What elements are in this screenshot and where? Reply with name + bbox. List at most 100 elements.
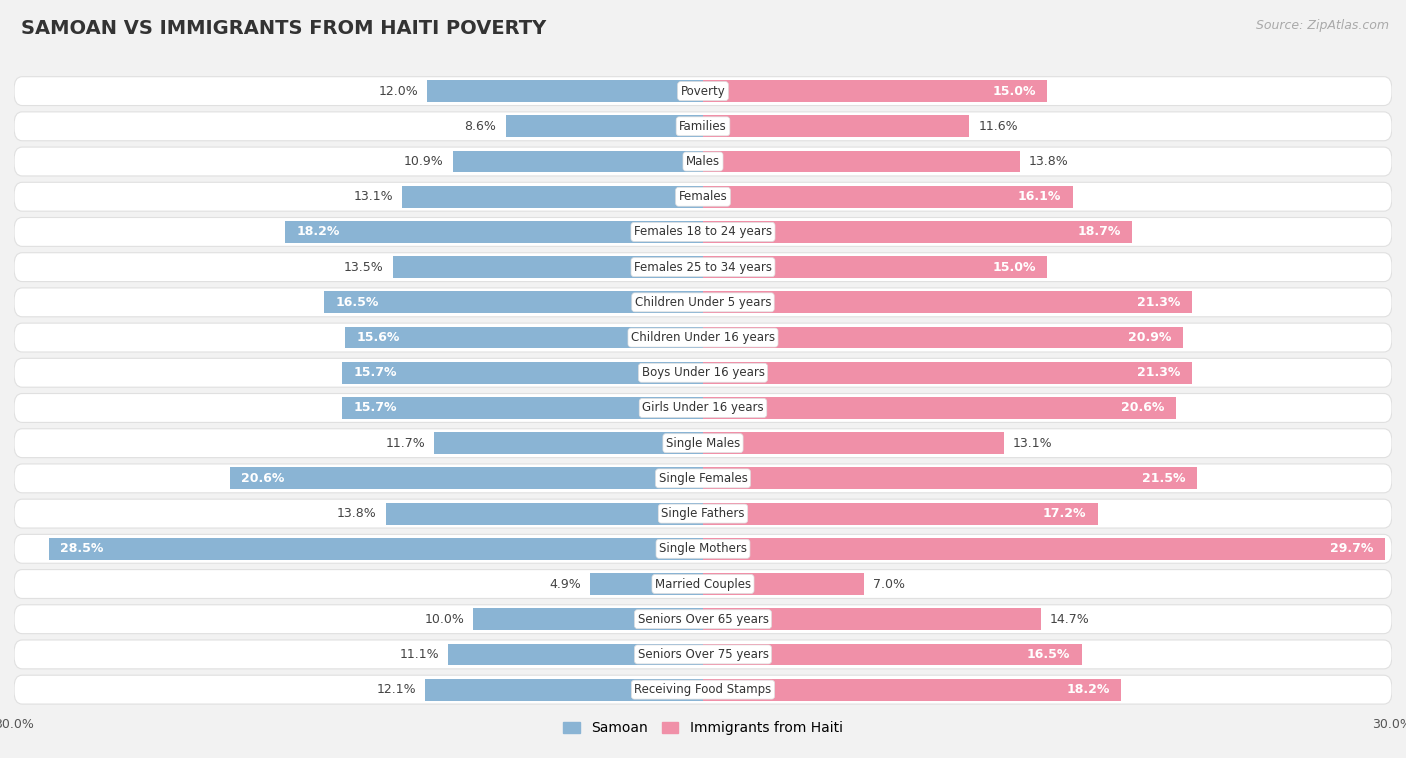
Text: 18.2%: 18.2% [297, 225, 340, 239]
Text: 8.6%: 8.6% [464, 120, 496, 133]
Legend: Samoan, Immigrants from Haiti: Samoan, Immigrants from Haiti [558, 716, 848, 741]
Text: 15.7%: 15.7% [354, 366, 398, 379]
Bar [449, 644, 703, 666]
Bar [703, 256, 1047, 278]
FancyBboxPatch shape [14, 464, 1392, 493]
Text: Source: ZipAtlas.com: Source: ZipAtlas.com [1256, 19, 1389, 32]
Text: 10.0%: 10.0% [425, 612, 464, 625]
Text: Males: Males [686, 155, 720, 168]
Text: SAMOAN VS IMMIGRANTS FROM HAITI POVERTY: SAMOAN VS IMMIGRANTS FROM HAITI POVERTY [21, 19, 547, 38]
Text: 13.1%: 13.1% [353, 190, 392, 203]
Text: 21.3%: 21.3% [1137, 366, 1181, 379]
Bar [703, 573, 863, 595]
Text: 7.0%: 7.0% [873, 578, 905, 590]
Text: Females: Females [679, 190, 727, 203]
FancyBboxPatch shape [14, 429, 1392, 458]
FancyBboxPatch shape [14, 393, 1392, 422]
FancyBboxPatch shape [14, 640, 1392, 669]
Bar [703, 432, 1004, 454]
Text: 20.6%: 20.6% [242, 472, 285, 485]
Text: 13.8%: 13.8% [337, 507, 377, 520]
Text: 20.9%: 20.9% [1128, 331, 1171, 344]
FancyBboxPatch shape [14, 569, 1392, 599]
Text: 18.2%: 18.2% [1066, 683, 1109, 696]
Bar [703, 538, 1385, 559]
Bar [344, 327, 703, 349]
Bar [392, 256, 703, 278]
Text: 17.2%: 17.2% [1043, 507, 1087, 520]
FancyBboxPatch shape [14, 359, 1392, 387]
Text: 4.9%: 4.9% [550, 578, 581, 590]
Text: 15.6%: 15.6% [356, 331, 399, 344]
Text: Females 18 to 24 years: Females 18 to 24 years [634, 225, 772, 239]
Text: Single Mothers: Single Mothers [659, 542, 747, 556]
Bar [285, 221, 703, 243]
Text: 21.5%: 21.5% [1142, 472, 1185, 485]
Bar [591, 573, 703, 595]
Text: 11.7%: 11.7% [385, 437, 425, 449]
FancyBboxPatch shape [14, 147, 1392, 176]
Text: Poverty: Poverty [681, 85, 725, 98]
Bar [703, 327, 1182, 349]
FancyBboxPatch shape [14, 182, 1392, 211]
Text: Children Under 5 years: Children Under 5 years [634, 296, 772, 309]
Bar [703, 151, 1019, 172]
FancyBboxPatch shape [14, 323, 1392, 352]
FancyBboxPatch shape [14, 605, 1392, 634]
Bar [453, 151, 703, 172]
Text: 13.5%: 13.5% [344, 261, 384, 274]
Bar [506, 115, 703, 137]
Text: Single Males: Single Males [666, 437, 740, 449]
Bar [323, 291, 703, 313]
Bar [48, 538, 703, 559]
Text: 13.1%: 13.1% [1012, 437, 1053, 449]
Bar [703, 221, 1132, 243]
Text: 16.5%: 16.5% [1026, 648, 1070, 661]
Bar [427, 80, 703, 102]
Text: 13.8%: 13.8% [1029, 155, 1069, 168]
FancyBboxPatch shape [14, 77, 1392, 105]
Bar [434, 432, 703, 454]
Text: 10.9%: 10.9% [404, 155, 443, 168]
Text: Girls Under 16 years: Girls Under 16 years [643, 402, 763, 415]
Text: Single Fathers: Single Fathers [661, 507, 745, 520]
Text: 14.7%: 14.7% [1050, 612, 1090, 625]
Text: 11.1%: 11.1% [399, 648, 439, 661]
Text: Children Under 16 years: Children Under 16 years [631, 331, 775, 344]
Bar [703, 291, 1192, 313]
Bar [703, 362, 1192, 384]
Text: 18.7%: 18.7% [1077, 225, 1121, 239]
Bar [425, 678, 703, 700]
Text: 12.1%: 12.1% [377, 683, 416, 696]
Bar [703, 186, 1073, 208]
Bar [474, 609, 703, 630]
Bar [703, 80, 1047, 102]
Text: 21.3%: 21.3% [1137, 296, 1181, 309]
Text: Married Couples: Married Couples [655, 578, 751, 590]
Bar [402, 186, 703, 208]
Bar [703, 609, 1040, 630]
Bar [703, 678, 1121, 700]
Text: Boys Under 16 years: Boys Under 16 years [641, 366, 765, 379]
FancyBboxPatch shape [14, 218, 1392, 246]
Text: 11.6%: 11.6% [979, 120, 1018, 133]
Bar [703, 644, 1083, 666]
Text: 16.1%: 16.1% [1018, 190, 1062, 203]
Text: 20.6%: 20.6% [1121, 402, 1164, 415]
Text: Receiving Food Stamps: Receiving Food Stamps [634, 683, 772, 696]
Text: Families: Families [679, 120, 727, 133]
Text: Single Females: Single Females [658, 472, 748, 485]
Bar [343, 362, 703, 384]
Text: Seniors Over 75 years: Seniors Over 75 years [637, 648, 769, 661]
Text: 16.5%: 16.5% [336, 296, 380, 309]
Text: Females 25 to 34 years: Females 25 to 34 years [634, 261, 772, 274]
FancyBboxPatch shape [14, 500, 1392, 528]
Text: 15.0%: 15.0% [993, 85, 1036, 98]
Text: Seniors Over 65 years: Seniors Over 65 years [637, 612, 769, 625]
FancyBboxPatch shape [14, 288, 1392, 317]
FancyBboxPatch shape [14, 675, 1392, 704]
Bar [703, 397, 1175, 419]
Text: 29.7%: 29.7% [1330, 542, 1374, 556]
Bar [703, 503, 1098, 525]
Text: 12.0%: 12.0% [378, 85, 418, 98]
